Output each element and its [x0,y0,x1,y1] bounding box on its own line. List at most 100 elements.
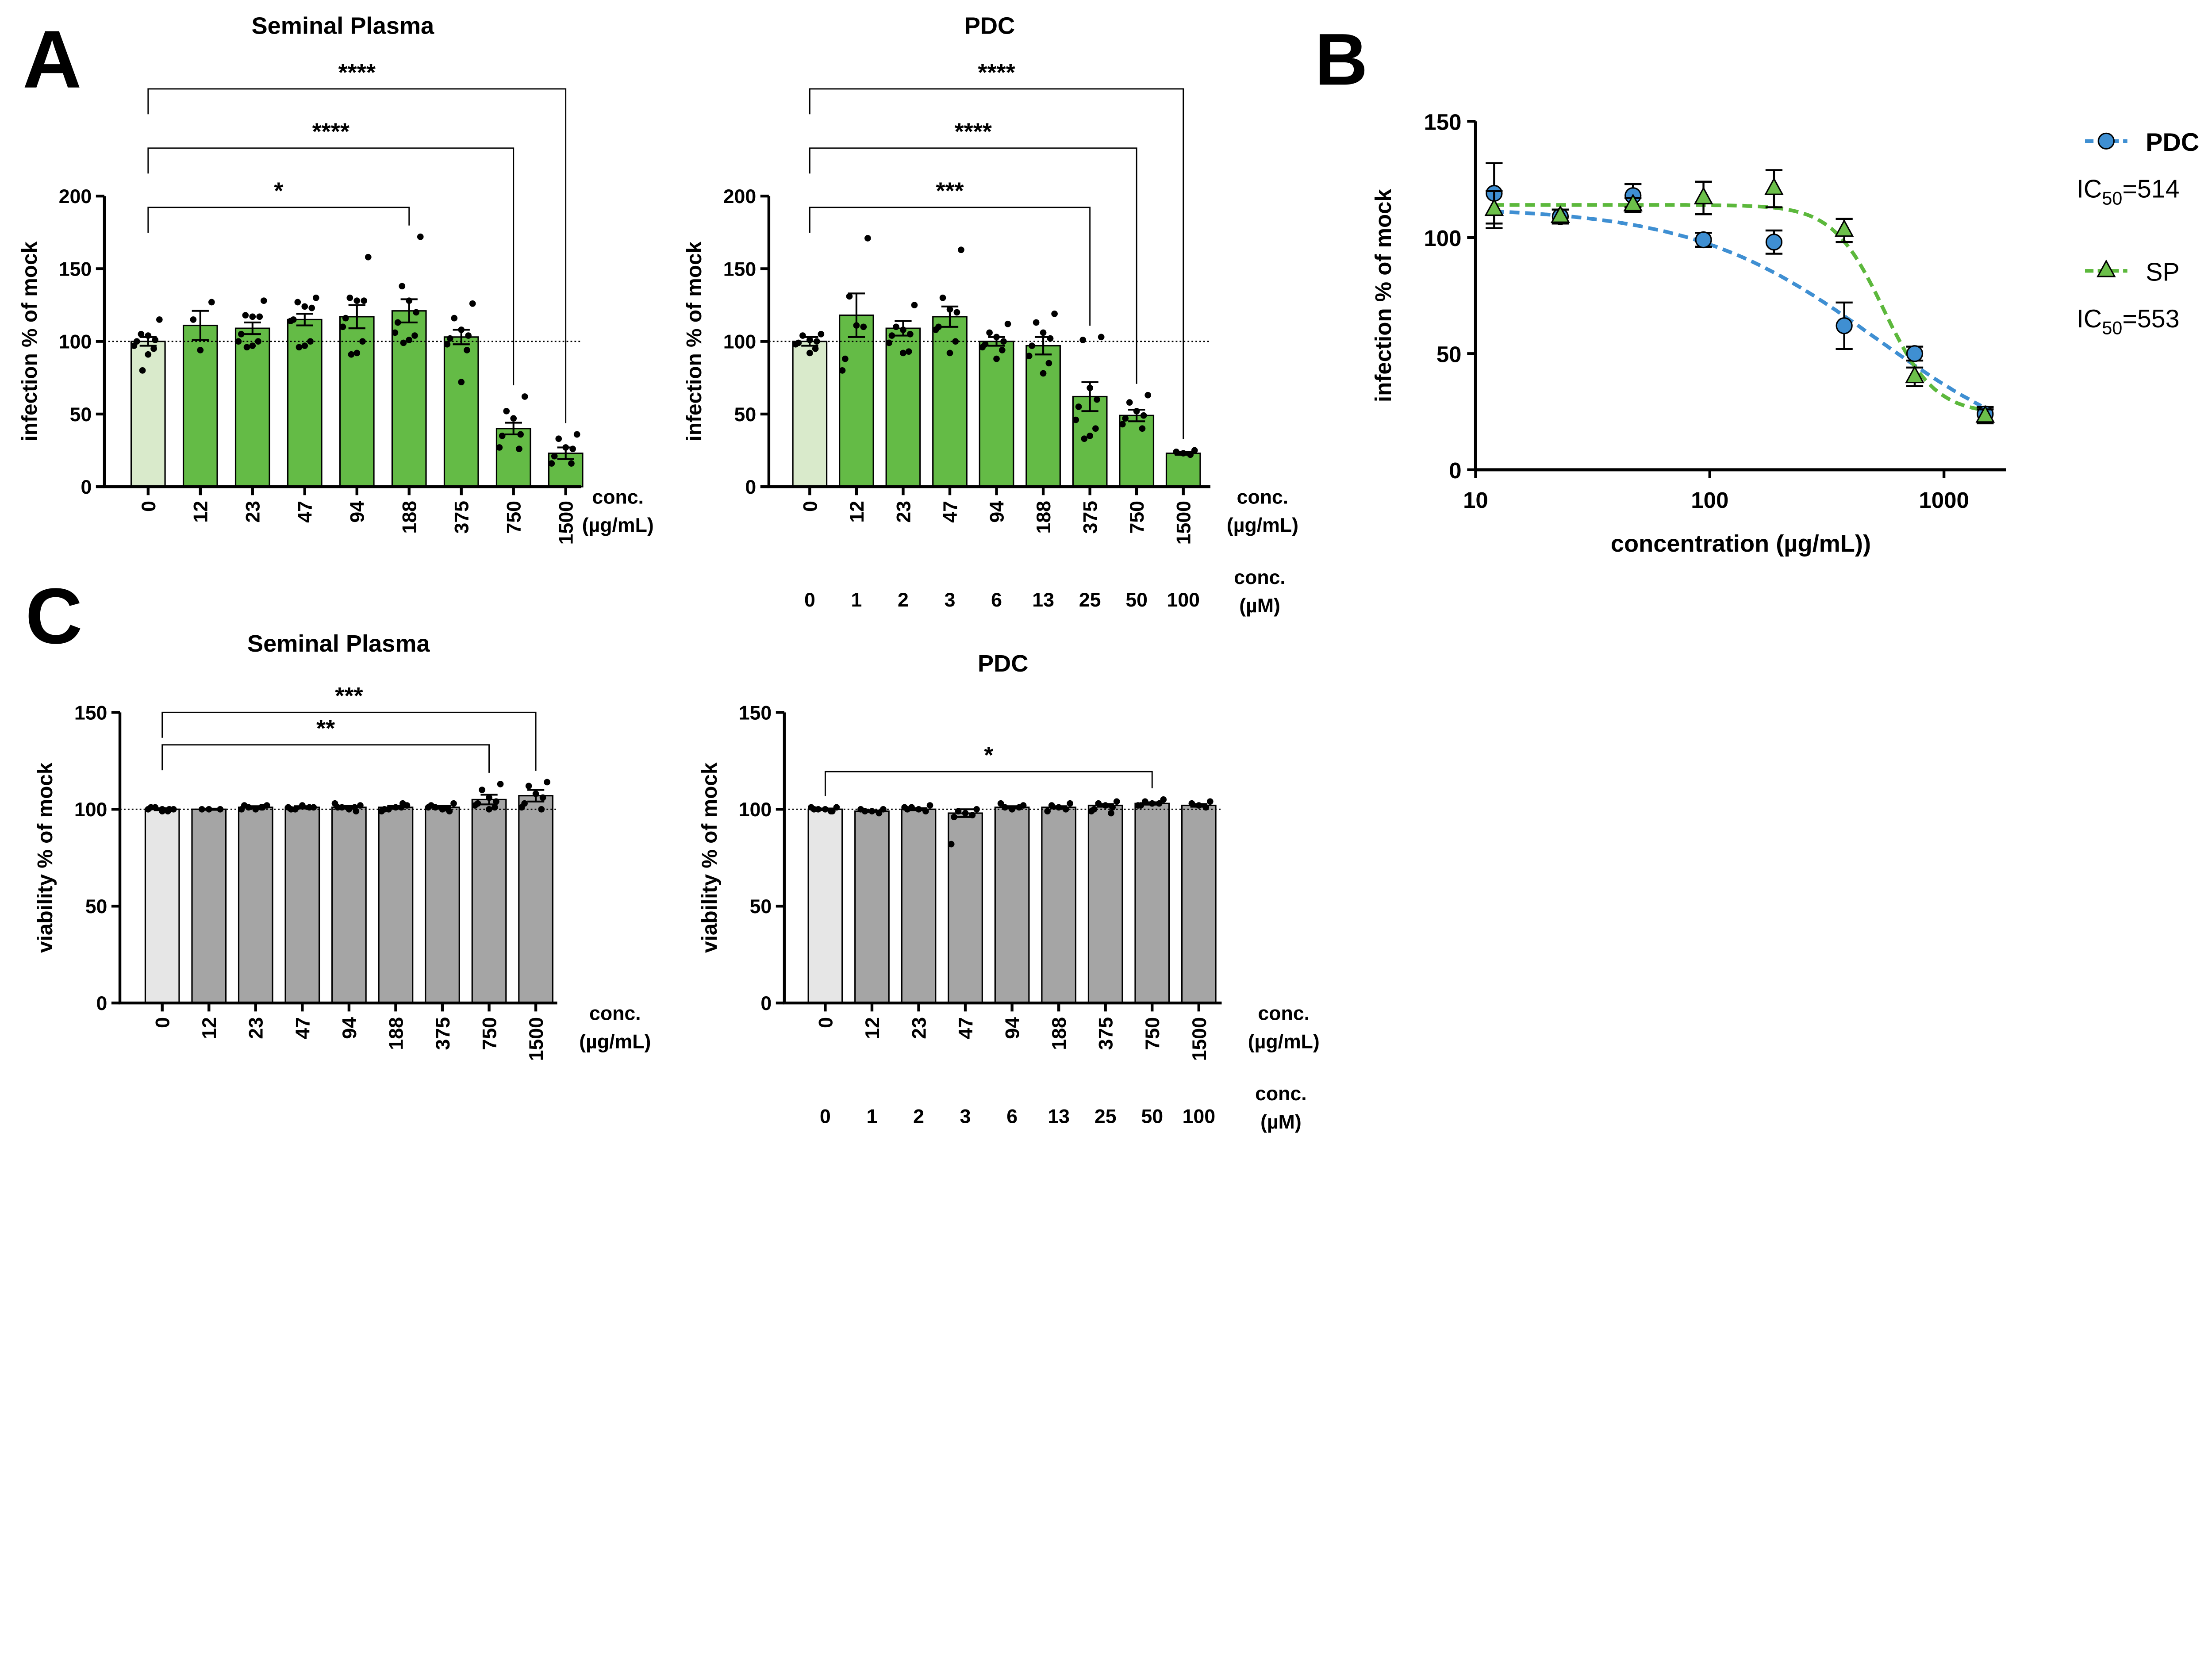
x-tick-label: 1500 [556,501,577,545]
data-point [1040,370,1047,377]
data-point [955,808,962,815]
data-point [294,299,301,306]
data-point [1206,798,1214,805]
data-point [993,355,1000,362]
significance-bracket [809,147,1137,384]
y-tick-label: 50 [750,896,772,918]
data-point [905,348,912,355]
error-bar [244,321,261,335]
y-tick-label: 50 [734,404,757,426]
y-tick-label: 100 [74,799,107,821]
bar-47 [932,316,968,488]
x-tick-label-um: 2 [898,589,909,611]
x-tick-label-um: 100 [1167,589,1200,611]
data-point [249,313,256,320]
data-point [400,339,407,346]
data-point [1033,319,1040,326]
data-point [406,297,413,304]
data-point [808,804,814,811]
data-point [1040,329,1047,336]
data-point [357,802,364,809]
data-point [551,453,558,460]
data-point [1202,804,1210,811]
data-point [516,445,522,453]
ic50-text: IC50=514 [2077,175,2180,208]
data-point [307,338,314,345]
legend-circle-icon [2097,132,2115,150]
data-point [1122,415,1129,422]
ic50-subscript: 50 [2102,318,2122,338]
data-point [1000,338,1007,345]
data-point [555,435,562,442]
data-point [486,806,492,813]
x-axis-unit: (µg/mL) [1227,514,1298,536]
data-point-pdc [1836,317,1853,334]
data-point [973,806,980,813]
data-point [562,444,569,451]
data-point [398,804,405,811]
significance-bracket [147,147,515,385]
y-tick-label: 200 [723,186,756,207]
x-tick-label: 375 [451,501,473,534]
data-point [518,804,525,811]
y-tick-label: 150 [739,702,772,724]
x-tick-label-um: 100 [1183,1106,1215,1127]
x-tick-label: 0 [815,1017,837,1028]
legend-triangle-icon [2097,259,2116,277]
data-point [846,293,853,300]
data-point [1133,408,1140,415]
data-point [445,806,452,813]
data-point [392,329,399,336]
data-point [496,444,503,451]
x-tick-label: 23 [242,501,264,523]
data-point [301,303,308,310]
data-point [1092,425,1099,432]
data-point [907,330,914,338]
data-point [252,806,259,813]
data-point [539,794,546,801]
fit-curve-pdc [1494,209,1982,408]
x-tick-label-um: 3 [945,589,956,611]
data-point [900,349,906,357]
x-axis-unit: (µg/mL) [579,1031,651,1052]
bar-375 [443,336,479,488]
data-point [868,808,876,815]
data-point [806,337,813,343]
data-point [922,808,929,815]
significance-label: **** [978,59,1015,86]
data-point [969,812,976,818]
data-point [198,806,205,813]
x-tick-label: 1500 [526,1017,547,1061]
x-axis-label-2: conc. [1255,1083,1307,1105]
x-tick-label-um: 1 [867,1106,878,1127]
x-tick-label: 47 [295,501,316,523]
data-point [351,804,358,811]
x-tick-label: 0 [138,501,160,512]
data-point [285,804,292,811]
x-tick-label: 47 [940,501,961,523]
data-point [145,351,152,358]
x-tick-label: 1000 [1919,488,1969,513]
data-point [131,342,138,349]
data-point [806,349,813,357]
data-point [1009,806,1015,813]
data-point [1075,403,1082,410]
x-tick-label-um: 6 [991,589,1002,611]
data-point [458,326,465,333]
data-point [312,294,319,301]
bar-0 [807,808,843,1004]
y-tick-label: 0 [760,993,772,1014]
data-point [1160,796,1167,803]
y-tick-label: 150 [59,258,92,280]
data-point [880,806,887,813]
data-point [544,779,550,786]
bar-12 [191,808,227,1004]
data-point [1025,353,1033,359]
x-tick-label-um: 50 [1141,1106,1163,1127]
data-point [406,337,413,343]
data-point [1195,802,1202,809]
x-tick-label-um: 2 [913,1106,924,1127]
data-point [444,341,451,348]
data-point [503,408,510,415]
